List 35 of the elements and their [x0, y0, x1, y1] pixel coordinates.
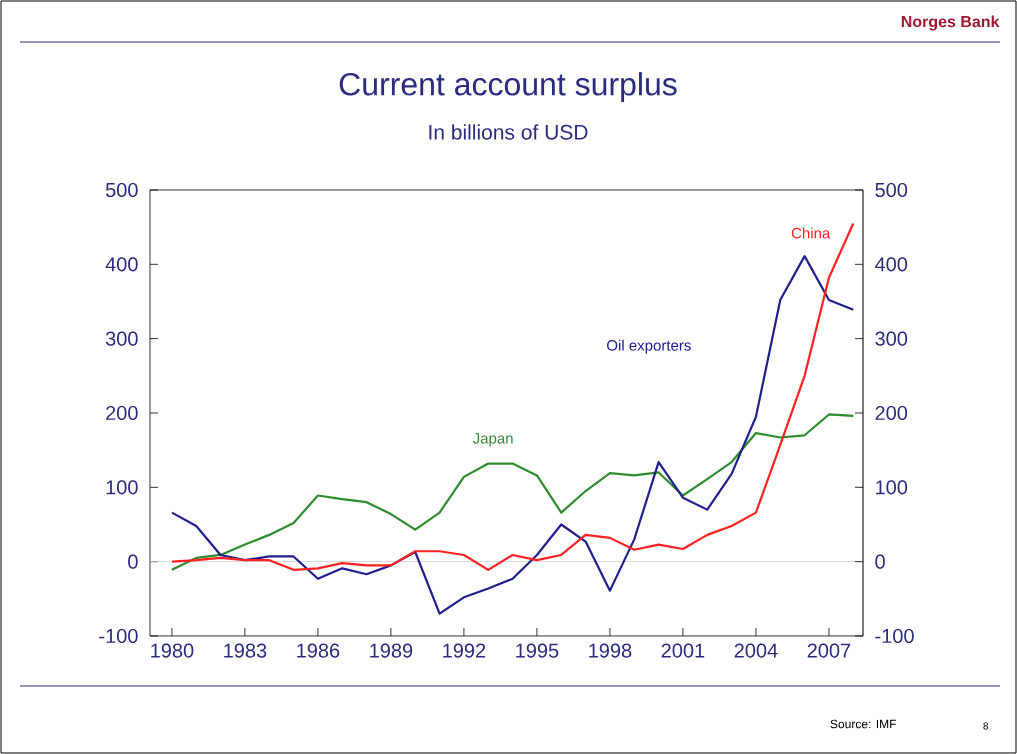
text: 8: [983, 722, 989, 730]
line-series: [170, 222, 855, 571]
y-tick-label: 200: [875, 405, 908, 421]
chart-title: Current account surplus: [339, 72, 677, 102]
y2-tick-label: -100: [99, 628, 138, 644]
y-tick-label: 500: [875, 182, 908, 198]
y2-tick-label: 300: [105, 331, 138, 346]
y-tick-label: 300: [875, 331, 908, 346]
chart-subtitle: In billions of USD: [429, 124, 588, 140]
series-label: Japan: [472, 433, 513, 447]
y-tick-label: 0: [875, 554, 885, 569]
x-tick-label: 1983: [224, 643, 267, 658]
y2-tick-label: 200: [106, 405, 138, 421]
y2-tick-label: 400: [105, 257, 138, 272]
y-tick-label: -100: [875, 628, 914, 644]
text: Norges Bank: [901, 15, 1000, 31]
x-tick-label: 2001: [661, 643, 705, 658]
y2-tick-label: 500: [105, 182, 138, 198]
y2-tick-label: 0: [128, 554, 138, 569]
x-tick-label: 1998: [589, 643, 632, 658]
text: Oil exporters: [607, 339, 691, 354]
x-tick-label: 1992: [443, 643, 486, 658]
x-tick-label: 1986: [297, 643, 340, 658]
x-tick-label: 1995: [516, 643, 559, 658]
line-series: [170, 413, 855, 571]
x-tick-label: 2007: [807, 643, 851, 658]
source-note: Source: IMF: [830, 719, 896, 729]
y2-tick-label: 100: [106, 480, 138, 495]
x-tick-label: 2004: [734, 643, 778, 658]
x-tick-label: 1989: [370, 643, 413, 658]
line-series: [170, 255, 855, 615]
series-label: China: [791, 227, 831, 239]
x-tick-label: 1980: [151, 643, 194, 658]
y-tick-label: 100: [876, 480, 908, 495]
y-tick-label: 400: [875, 257, 908, 272]
